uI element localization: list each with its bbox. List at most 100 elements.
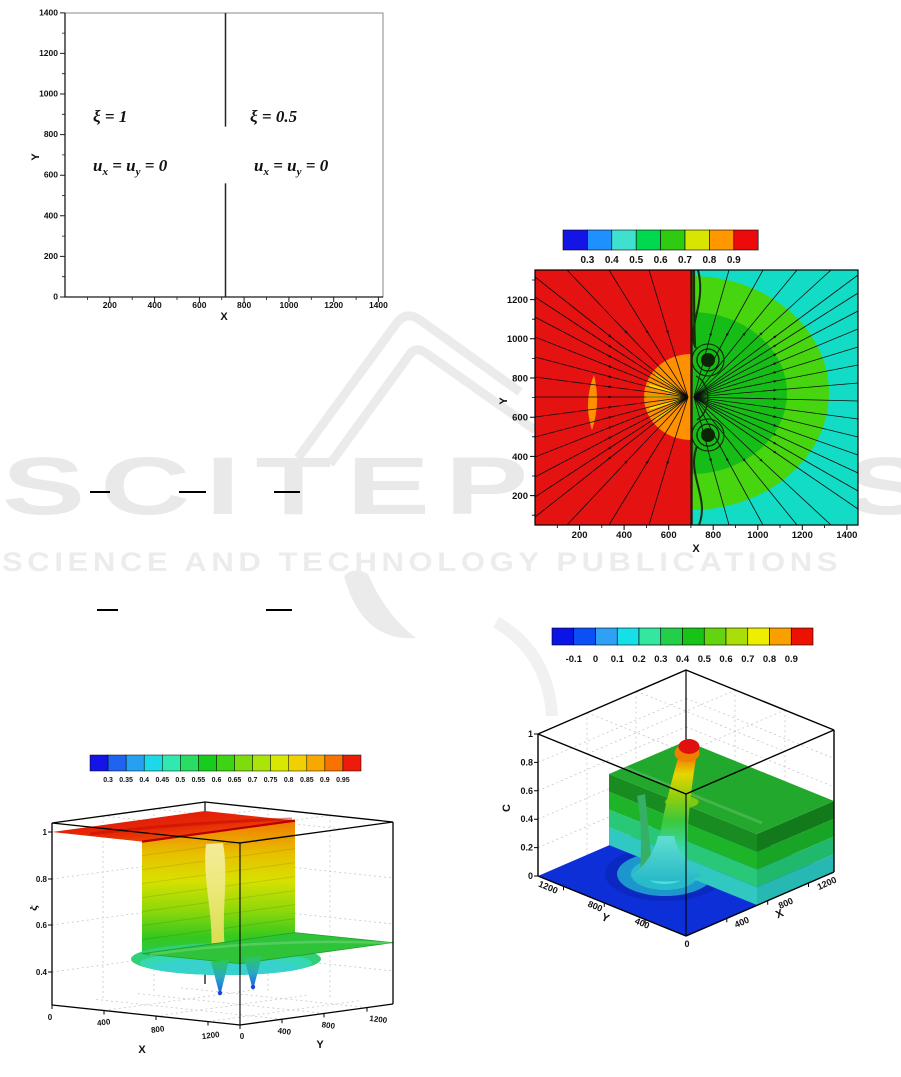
colorbar-tick-label: 0.75 bbox=[264, 777, 278, 784]
figure-domain-setup: 200 400 600 800 1000 1200 1400 0 200 400… bbox=[30, 7, 388, 323]
y-tick-label: 200 bbox=[512, 491, 528, 502]
plateau-c05 bbox=[609, 741, 834, 834]
z-tick-label: 1 bbox=[43, 828, 48, 837]
x-tick-label: 1000 bbox=[747, 530, 768, 541]
y-tick-label: 800 bbox=[512, 373, 528, 384]
colorbar-segment bbox=[252, 754, 271, 772]
secondary-spikelet bbox=[637, 794, 653, 872]
y-tick-label: 600 bbox=[44, 170, 58, 180]
vortex-lower bbox=[691, 418, 725, 452]
colorbar-tick-label: 0.9 bbox=[727, 255, 741, 266]
colorbar-tick-label: 0.1 bbox=[611, 654, 625, 665]
colorbar-tick-label: 0.6 bbox=[719, 654, 732, 665]
x-axis-labels: 200 400 600 800 1000 1200 1400 bbox=[572, 530, 858, 541]
box-edges bbox=[537, 669, 835, 937]
colorbar-segment bbox=[198, 754, 217, 772]
funnel-minimum-2 bbox=[244, 956, 262, 990]
x-tick-label: 800 bbox=[151, 1024, 166, 1035]
equation-fraction-bar bbox=[266, 609, 292, 611]
colorbar-segment bbox=[143, 754, 163, 772]
colorbar-tick-label: 0.4 bbox=[139, 777, 149, 784]
right-region-xi-value: ξ = 0.5 bbox=[250, 107, 298, 126]
y-tick-label: 800 bbox=[321, 1020, 336, 1031]
colorbar-tick-label: 0.3 bbox=[103, 777, 113, 784]
colorbar-segment bbox=[638, 627, 662, 646]
right-region-velocity-eq: ux = uy = 0 bbox=[254, 156, 329, 178]
y-axis-labels: 0 400 800 1200 bbox=[240, 1014, 388, 1041]
y-tick-label: 0 bbox=[53, 292, 58, 302]
x-tick-label: 0 bbox=[48, 1013, 53, 1022]
y-tick-label: 200 bbox=[44, 251, 58, 261]
colorbar-segment bbox=[180, 754, 199, 772]
colorbar-segment bbox=[216, 754, 235, 772]
logo-swoosh-outer-stroke bbox=[294, 311, 523, 461]
colorbar-tick-label: 0.6 bbox=[654, 255, 668, 266]
y-tick-label: 0 bbox=[684, 939, 689, 949]
x-axis-ticks bbox=[87, 297, 379, 302]
colorbar: 0.3 0.4 0.5 0.6 0.7 0.8 0.9 bbox=[562, 229, 759, 266]
y-tick-label: 1000 bbox=[507, 334, 528, 345]
figure-streamlines: 0.3 0.4 0.5 0.6 0.7 0.8 0.9 bbox=[498, 229, 859, 555]
colorbar-segment bbox=[107, 754, 127, 772]
x-tick-label: 1200 bbox=[201, 1030, 220, 1041]
peak-red-cap bbox=[678, 739, 700, 754]
colorbar-tick-label: 0.7 bbox=[678, 255, 692, 266]
cliff-funnel-streak bbox=[205, 843, 226, 951]
left-region-velocity-eq: ux = uy = 0 bbox=[93, 156, 168, 178]
y-axis-labels: 200 400 600 800 1000 1200 bbox=[507, 295, 528, 502]
x-tick-label: 1200 bbox=[324, 300, 343, 310]
colorbar-tick-label: 0.3 bbox=[580, 255, 594, 266]
colorbar-tick-label: 0.6 bbox=[212, 777, 222, 784]
colorbar-segment bbox=[234, 754, 253, 772]
equation-fraction-bar bbox=[179, 491, 206, 493]
z-tick-label: 0.2 bbox=[520, 843, 533, 853]
z-axis-labels: 1 0.8 0.6 0.4 bbox=[36, 828, 48, 977]
x-axis-labels: 200 400 600 800 1000 1200 1400 bbox=[103, 300, 388, 310]
z-axis-title: C bbox=[501, 804, 513, 812]
x-tick-label: 600 bbox=[192, 300, 206, 310]
colorbar-segment bbox=[790, 627, 814, 646]
x-tick-label: 400 bbox=[148, 300, 162, 310]
high-plateau-xi1 bbox=[52, 811, 295, 842]
colorbar-labels: -0.1 0 0.1 0.2 0.3 0.4 0.5 0.6 0.7 0.8 0… bbox=[566, 654, 798, 665]
z-tick-label: 0.4 bbox=[520, 814, 533, 824]
colorbar-tick-label: 0.8 bbox=[284, 777, 294, 784]
z-tick-label: 0.6 bbox=[520, 786, 533, 796]
colorbar-tick-label: 0.4 bbox=[676, 654, 690, 665]
colorbar-tick-label: 0.2 bbox=[632, 654, 645, 665]
watermark-tagline-text: SCIENCE AND TECHNOLOGY PUBLICATIONS bbox=[2, 547, 843, 577]
equation-fraction-bar bbox=[90, 491, 110, 493]
y-tick-label: 400 bbox=[512, 452, 528, 463]
colorbar-tick-label: 0.9 bbox=[320, 777, 330, 784]
x-axis-title: X bbox=[692, 543, 700, 555]
streamlines-right bbox=[693, 270, 858, 525]
colorbar-tick-label: 0.7 bbox=[741, 654, 754, 665]
colorbar-segment bbox=[306, 754, 326, 772]
colorbar-tick-label: 0.8 bbox=[763, 654, 776, 665]
equation-fraction-bar bbox=[274, 491, 300, 493]
y-axis-ticks bbox=[563, 886, 646, 924]
mixing-crescent bbox=[587, 375, 598, 430]
colorbar-segment bbox=[342, 754, 362, 772]
y-axis-title: Y bbox=[30, 153, 42, 161]
colorbar-segment bbox=[703, 627, 727, 646]
y-axis-ticks bbox=[530, 279, 535, 516]
colorbar-segment bbox=[551, 627, 575, 646]
colorbar-tick-label: 0.55 bbox=[192, 777, 206, 784]
equation-fraction-bar bbox=[97, 609, 118, 611]
colorbar-segment bbox=[660, 627, 683, 646]
colorbar-segment bbox=[611, 229, 637, 251]
y-tick-label: 1200 bbox=[369, 1014, 388, 1025]
logo-swoosh-inner-stroke bbox=[326, 345, 538, 467]
y-tick-label: 600 bbox=[512, 413, 528, 424]
colorbar-tick-label: 0.45 bbox=[155, 777, 169, 784]
colorbar: 0.3 0.35 0.4 0.45 0.5 0.55 0.6 0.65 0.7 … bbox=[89, 754, 362, 784]
y-axis-ticks bbox=[60, 12, 65, 298]
x-tick-label: 200 bbox=[572, 530, 588, 541]
xi-surface bbox=[52, 811, 394, 996]
plateau-rim bbox=[141, 819, 296, 843]
colorbar-segment bbox=[288, 754, 308, 772]
x-tick-label: 800 bbox=[705, 530, 721, 541]
